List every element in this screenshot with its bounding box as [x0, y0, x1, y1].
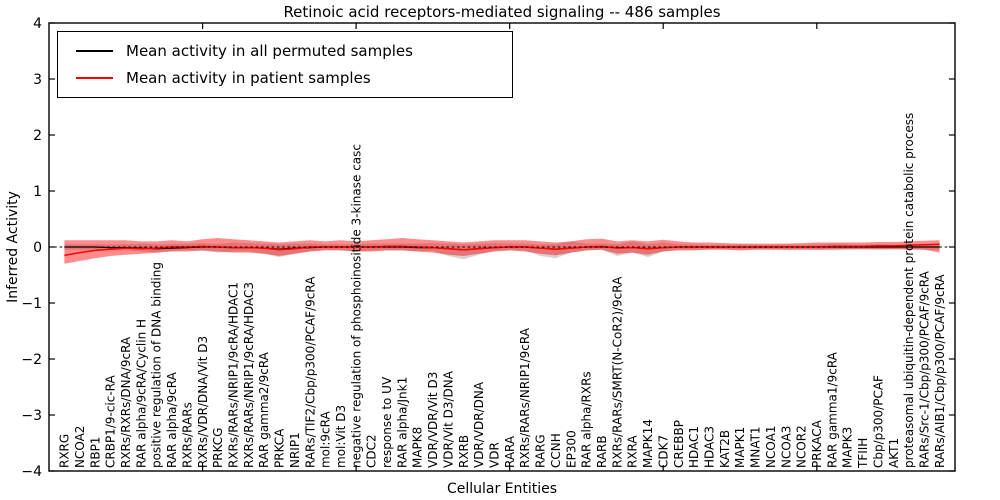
y-tick-label: −2	[21, 352, 42, 368]
legend-label-permuted: Mean activity in all permuted samples	[126, 42, 413, 60]
patient-band	[64, 238, 940, 264]
x-axis-label: Cellular Entities	[446, 481, 558, 497]
legend: Mean activity in all permuted samples Me…	[57, 31, 513, 98]
y-tick-label: 4	[33, 16, 42, 32]
y-tick-label: −1	[21, 296, 42, 312]
y-tick-label: 0	[33, 240, 42, 256]
permuted-line-swatch	[76, 50, 113, 52]
axes-frame	[48, 22, 956, 472]
y-tick-label: −3	[21, 408, 42, 424]
legend-label-patient: Mean activity in patient samples	[126, 69, 371, 87]
patient-line-swatch	[76, 77, 113, 79]
y-tick-label: 2	[33, 128, 42, 144]
y-tick-label: 3	[33, 72, 42, 88]
permuted-band	[64, 241, 940, 260]
y-tick-label: −4	[21, 464, 42, 480]
legend-entry-permuted: Mean activity in all permuted samples	[58, 42, 512, 60]
legend-entry-patient: Mean activity in patient samples	[58, 69, 512, 87]
chart-title: Retinoic acid receptors-mediated signali…	[283, 3, 721, 21]
y-tick-label: 1	[33, 184, 42, 200]
